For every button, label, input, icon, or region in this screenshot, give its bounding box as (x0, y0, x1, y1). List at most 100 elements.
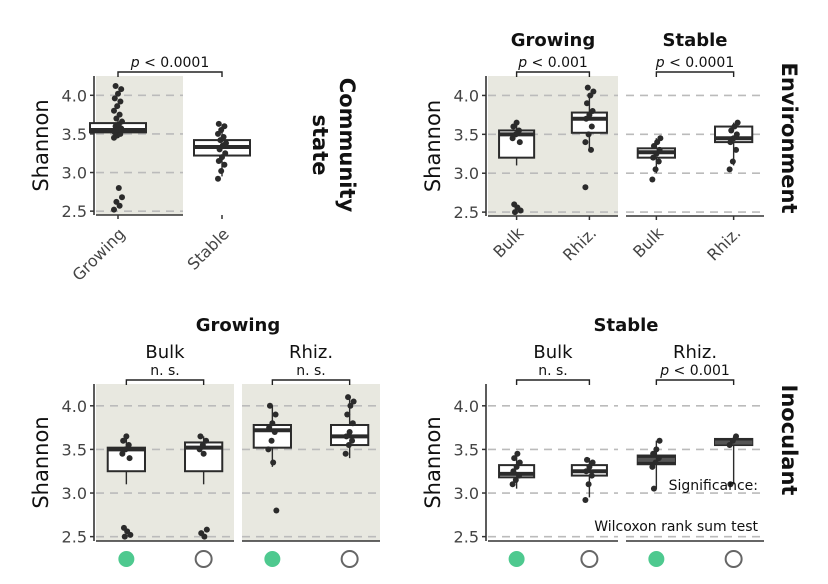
y-tick-label: 3.5 (62, 440, 87, 459)
p-value: < 0.0001 (140, 55, 210, 71)
data-point (201, 533, 208, 540)
y-tick-label: 3.0 (62, 164, 87, 183)
data-point (655, 158, 662, 165)
significance-label: p < 0.001 (659, 363, 730, 379)
p-symbol: p (517, 55, 527, 71)
data-point (589, 459, 596, 466)
data-point (590, 88, 597, 95)
data-point (342, 450, 349, 457)
significance-bracket (515, 379, 591, 385)
significance-label: p < 0.0001 (655, 55, 735, 71)
data-point (655, 455, 662, 462)
data-point (513, 463, 520, 470)
significance-note: Significance: (669, 478, 758, 494)
significance-note-method: Wilcoxon rank sum test (594, 519, 758, 535)
data-point (127, 531, 134, 538)
inoculated-marker (648, 551, 665, 567)
facet-title: Rhiz. (673, 342, 717, 363)
data-point (649, 463, 656, 470)
data-point (729, 158, 736, 165)
y-tick-label: 3.5 (62, 125, 87, 144)
x-tick-label: Stable (184, 224, 233, 273)
data-point (203, 526, 210, 533)
data-point (350, 398, 357, 405)
data-point (349, 420, 356, 427)
data-point (111, 107, 117, 114)
data-point (345, 442, 352, 449)
data-point (215, 120, 222, 127)
data-point (196, 446, 203, 453)
strip-label: state (308, 115, 332, 176)
data-point (222, 150, 229, 157)
data-point (516, 127, 522, 134)
data-point (588, 123, 595, 130)
data-point (120, 437, 127, 444)
p-value: < 0.001 (527, 55, 588, 71)
x-tick-label: Growing (69, 224, 129, 284)
data-point (121, 533, 128, 540)
x-tick-label: Bulk (489, 223, 528, 262)
data-point (516, 472, 522, 479)
x-tick-label: Rhiz. (703, 223, 744, 264)
significance-label: n. s. (150, 363, 180, 379)
data-point (266, 402, 273, 409)
data-point (726, 166, 733, 173)
y-tick-label: 2.5 (454, 528, 479, 547)
data-point (657, 135, 664, 142)
data-point (588, 472, 595, 479)
data-point (729, 437, 736, 444)
strip-label: Inoculant (777, 385, 801, 496)
y-axis-title: Shannon (421, 416, 445, 508)
data-point (116, 111, 123, 118)
facet-title: Growing (511, 30, 596, 51)
significance-label: n. s. (296, 363, 326, 379)
data-point (727, 481, 734, 488)
inoculated-marker (264, 551, 281, 567)
y-tick-label: 3.5 (454, 125, 479, 144)
inoculated-marker (118, 551, 135, 567)
significance-bracket (655, 71, 735, 77)
data-point (270, 459, 277, 466)
data-point (652, 459, 659, 466)
data-point (271, 428, 278, 435)
data-point (582, 497, 589, 504)
p-value: < 0.001 (669, 363, 730, 379)
data-point (268, 437, 275, 444)
data-point (344, 411, 351, 418)
y-tick-label: 2.5 (62, 202, 87, 221)
y-axis-title: Shannon (421, 100, 445, 192)
y-tick-label: 2.5 (454, 203, 479, 222)
data-point (513, 119, 520, 126)
p-symbol: p (659, 363, 669, 379)
significance-bracket (271, 379, 351, 385)
data-point (347, 402, 354, 409)
data-point (116, 202, 123, 209)
data-point (112, 83, 119, 90)
data-point (588, 146, 594, 153)
data-point (650, 450, 657, 457)
data-point (111, 206, 117, 213)
y-tick-label: 3.0 (62, 484, 87, 503)
data-point (584, 100, 590, 107)
data-point (726, 442, 733, 449)
p-symbol: p (655, 55, 665, 71)
significance-bracket (125, 379, 205, 385)
data-point (215, 175, 221, 182)
data-point (346, 428, 353, 435)
non-inoculated-marker (340, 550, 359, 568)
y-tick-label: 3.0 (454, 484, 479, 503)
facet-title: Bulk (533, 342, 573, 363)
p-symbol: p (130, 55, 140, 71)
data-point (197, 433, 204, 440)
data-point (589, 108, 596, 114)
data-point (516, 139, 523, 146)
strip-label: Environment (777, 62, 801, 213)
data-point (218, 167, 225, 174)
data-point (516, 459, 523, 466)
data-point (111, 95, 118, 102)
significance-label: p < 0.001 (517, 55, 588, 71)
data-point (583, 468, 590, 475)
non-inoculated-marker (580, 550, 599, 568)
data-point (266, 424, 273, 431)
data-point (220, 134, 227, 141)
